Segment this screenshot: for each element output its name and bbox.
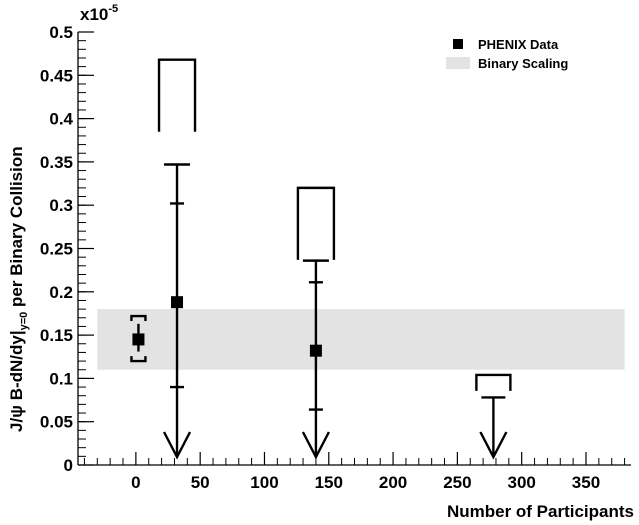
x-axis-title: Number of Participants <box>447 502 634 521</box>
data-point <box>132 333 145 346</box>
y-tick-label: 0.3 <box>49 196 73 215</box>
y-tick-label: 0.35 <box>40 153 73 172</box>
limit-arrow-head <box>479 431 508 460</box>
data-point <box>309 344 322 357</box>
y-tick-label: 0 <box>64 456 73 475</box>
y-tick-label: 0.1 <box>49 369 73 388</box>
data-point <box>171 296 184 309</box>
sys-error-bracket <box>130 356 147 363</box>
x-tick-label: 300 <box>507 473 535 492</box>
y-exponent-label: x10-5 <box>80 3 118 24</box>
y-axis-title-sub: y=0 <box>18 312 30 331</box>
y-tick-label: 0.45 <box>40 66 73 85</box>
y-axis-title-main: J/ψ B-dN/dy| <box>7 330 26 432</box>
x-tick-label: 0 <box>131 473 140 492</box>
y-tick-label: 0.4 <box>49 110 73 129</box>
x-tick-label: 350 <box>572 473 600 492</box>
legend-marker-phenix <box>453 39 463 49</box>
x-tick-label: 50 <box>191 473 210 492</box>
y-tick-label: 0.15 <box>40 326 73 345</box>
legend-label: Binary Scaling <box>478 56 568 71</box>
upper-limit-bracket <box>296 186 336 260</box>
y-tick-label: 0.05 <box>40 413 73 432</box>
limit-arrow-head <box>301 431 330 460</box>
x-tick-label: 200 <box>379 473 407 492</box>
band-layer <box>97 309 625 370</box>
y-axis-title: J/ψ B-dN/dy|y=0 per Binary Collision <box>7 146 30 432</box>
axes-layer: 0 0.05 0.1 0.15 0.2 0.25 0.3 0.35 0.4 0.45 0.5 0 50 1… <box>40 23 631 492</box>
sys-error-bracket <box>130 314 147 322</box>
legend-label: PHENIX Data <box>478 37 559 52</box>
upper-limit-bracket <box>475 373 512 391</box>
data-layer <box>130 58 512 460</box>
y-axis-title-tail: per Binary Collision <box>7 146 26 311</box>
y-exponent-base: x10 <box>80 5 108 24</box>
y-exponent-power: -5 <box>108 3 118 15</box>
binary-scaling-band <box>97 309 625 370</box>
y-tick-label: 0.2 <box>49 283 73 302</box>
limit-arrow-head <box>162 431 192 460</box>
y-tick-label: 0.5 <box>49 23 73 42</box>
upper-limit-bracket <box>157 58 197 132</box>
x-tick-label: 100 <box>250 473 278 492</box>
legend: PHENIX Data Binary Scaling <box>446 37 568 71</box>
x-tick-label: 250 <box>443 473 471 492</box>
x-tick-label: 150 <box>315 473 343 492</box>
legend-marker-band <box>446 57 470 69</box>
y-tick-label: 0.25 <box>40 240 73 259</box>
